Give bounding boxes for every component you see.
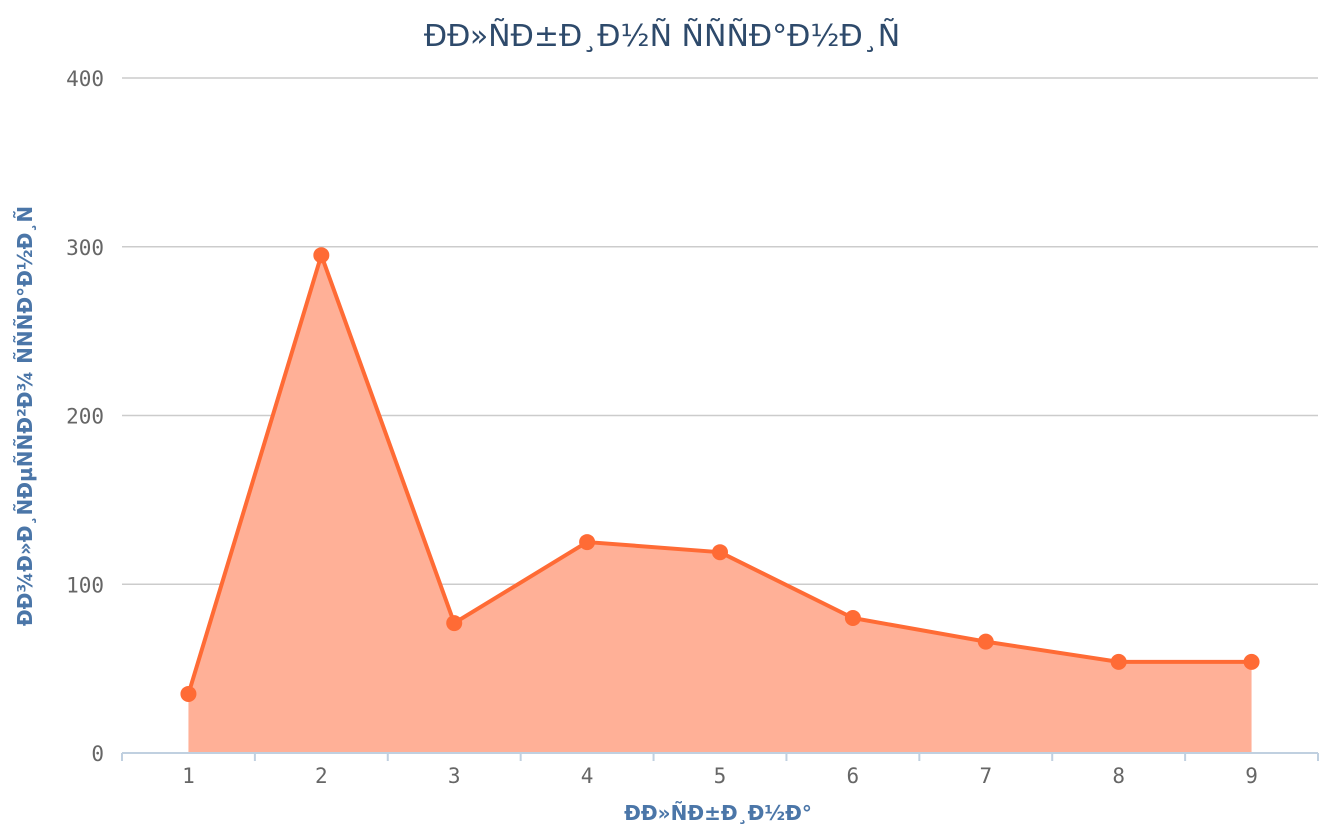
x-tick-label: 4	[581, 764, 594, 788]
data-point[interactable]	[579, 534, 596, 551]
x-tick-label: 6	[847, 764, 860, 788]
data-point[interactable]	[844, 610, 861, 626]
data-points	[180, 247, 1260, 702]
x-axis	[121, 752, 1319, 761]
x-tick-label: 1	[182, 764, 195, 788]
x-axis-label: ÐÐ»ÑÐ±Ð¸Ð½Ð°	[624, 801, 812, 825]
y-axis-label: ÐÐ¾Ð»Ð¸ÑÐµÑÑÐ²Ð¾ ÑÑÑÐ°Ð½Ð¸Ñ	[13, 206, 37, 626]
y-tick-label: 400	[66, 67, 104, 91]
y-axis-ticks: 0 100 200 300 400	[66, 67, 104, 766]
x-tick-label: 5	[714, 764, 727, 788]
y-tick-label: 300	[66, 236, 104, 260]
data-point[interactable]	[1243, 653, 1260, 670]
y-tick-label: 200	[66, 405, 104, 429]
data-point[interactable]	[1110, 653, 1127, 670]
data-point[interactable]	[977, 633, 994, 650]
chart-title: ÐÐ»ÑÐ±Ð¸Ð½Ñ ÑÑÑÐ°Ð½Ð¸Ñ	[424, 18, 900, 54]
x-tick-label: 8	[1112, 764, 1125, 788]
data-point[interactable]	[712, 544, 728, 561]
x-tick-label: 7	[979, 764, 992, 788]
data-area	[186, 253, 1254, 753]
x-axis-ticks: 1 2 3 4 5 6 7 8 9	[182, 764, 1258, 788]
x-tick-label: 2	[315, 764, 328, 788]
y-tick-label: 100	[66, 573, 104, 597]
data-point[interactable]	[313, 247, 330, 264]
data-point[interactable]	[180, 685, 197, 702]
x-tick-label: 9	[1245, 764, 1258, 788]
y-tick-label: 0	[91, 742, 104, 766]
x-tick-label: 3	[448, 764, 461, 788]
data-point[interactable]	[446, 615, 463, 632]
